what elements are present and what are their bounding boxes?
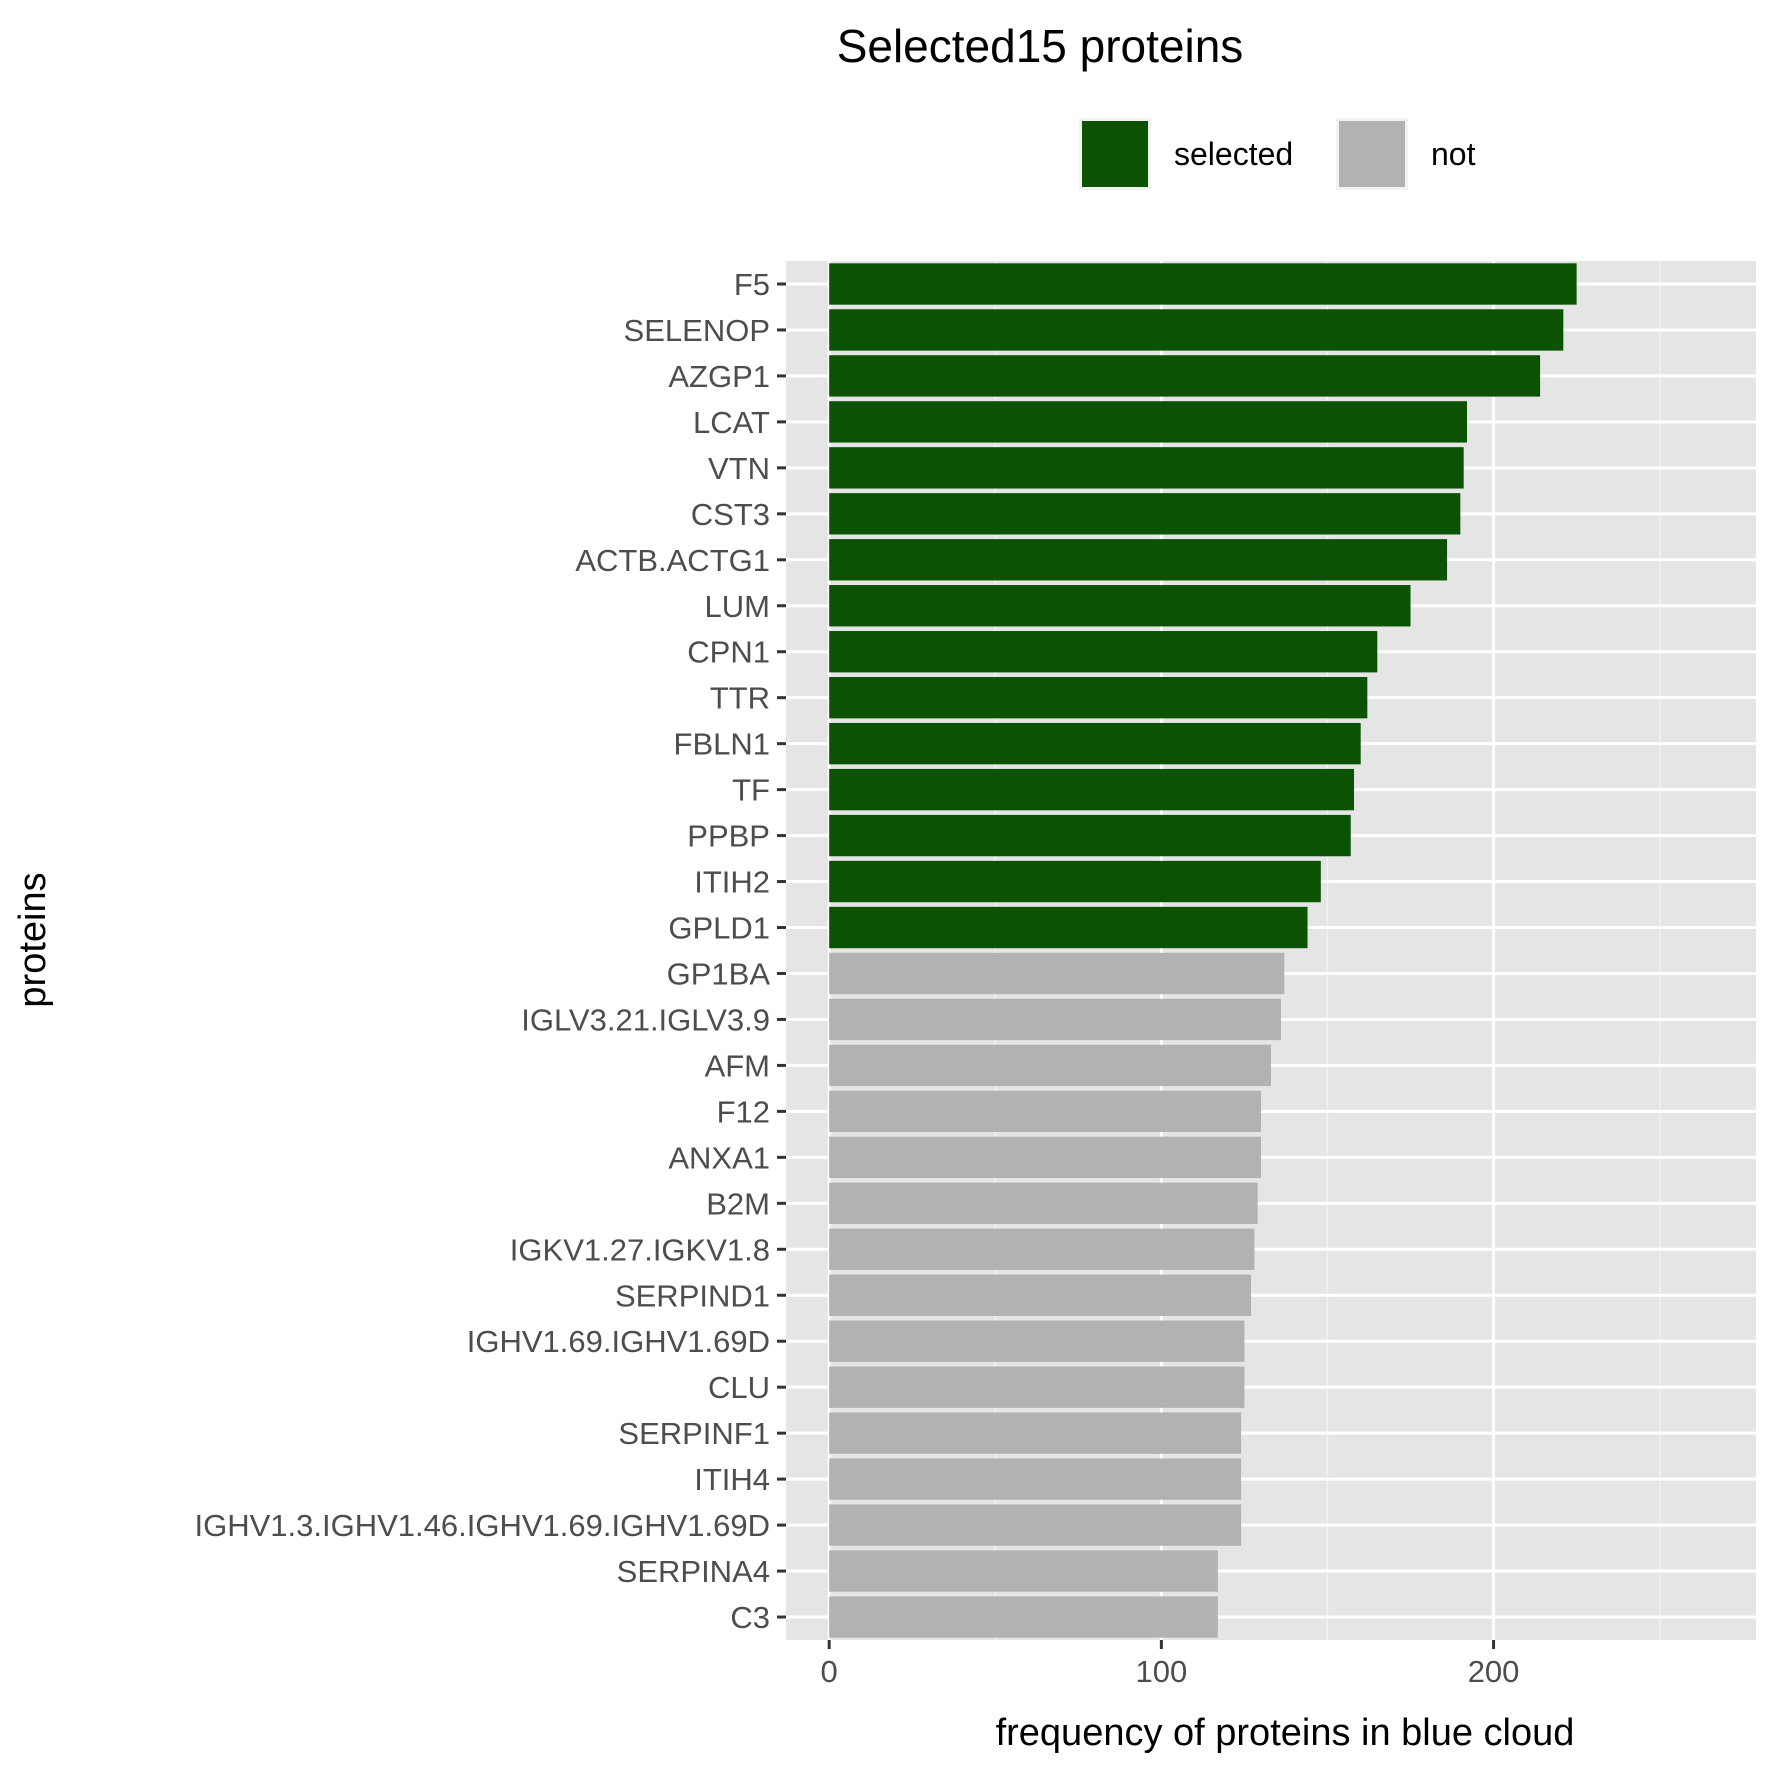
legend-label-selected: selected <box>1174 136 1293 172</box>
y-tick-label: VTN <box>708 451 770 486</box>
y-tick-label: CST3 <box>691 497 770 532</box>
y-tick-label: SELENOP <box>624 313 770 348</box>
chart-title: Selected15 proteins <box>837 20 1244 72</box>
bar-serpinf1 <box>829 1412 1242 1454</box>
bar-lcat <box>829 401 1467 443</box>
bar-iglv3-21-iglv3-9 <box>829 998 1281 1041</box>
bar-itih4 <box>829 1458 1242 1500</box>
bar-itih2 <box>829 860 1321 903</box>
legend-swatch-selected <box>1082 121 1148 187</box>
bar-gp1ba <box>829 952 1285 995</box>
legend: selected not <box>1079 118 1476 190</box>
y-tick-label: ACTB.ACTG1 <box>575 543 770 578</box>
x-axis: 0 100 200 <box>821 1640 1520 1689</box>
legend-label-not: not <box>1431 136 1476 172</box>
y-tick-label: IGHV1.69.IGHV1.69D <box>467 1324 770 1359</box>
x-tick-label: 100 <box>1136 1654 1188 1689</box>
y-tick-label: IGHV1.3.IGHV1.46.IGHV1.69.IGHV1.69D <box>195 1508 770 1543</box>
y-tick-label: ITIH2 <box>694 865 770 900</box>
bar-fbln1 <box>829 722 1361 765</box>
bar-ttr <box>829 676 1368 719</box>
bar-serpina4 <box>829 1550 1218 1592</box>
bar-b2m <box>829 1182 1258 1225</box>
y-tick-label: F12 <box>717 1094 770 1129</box>
y-tick-label: TTR <box>710 681 770 716</box>
y-axis: F5 SELENOP AZGP1 LCAT VTN CST3 ACTB.ACTG1 LUM CP… <box>195 267 786 1635</box>
bar-clu <box>829 1366 1245 1408</box>
y-tick-label: LCAT <box>693 405 770 440</box>
legend-swatch-not <box>1339 121 1405 187</box>
bar-anxa1 <box>829 1136 1262 1179</box>
y-tick-label: CPN1 <box>687 635 770 670</box>
x-axis-title: frequency of proteins in blue cloud <box>996 1712 1575 1754</box>
bar-actb-actg1 <box>829 539 1448 581</box>
bar-tf <box>829 768 1355 811</box>
bar-igkv1-27-igkv1-8 <box>829 1228 1255 1270</box>
y-tick-label: SERPINF1 <box>618 1416 770 1451</box>
y-tick-label: AZGP1 <box>668 359 770 394</box>
y-tick-label: PPBP <box>687 819 770 854</box>
y-tick-label: GP1BA <box>667 956 771 991</box>
y-tick-label: SERPIND1 <box>615 1278 770 1313</box>
y-tick-label: B2M <box>706 1186 770 1221</box>
bar-ighv1-69-ighv1-69d <box>829 1320 1245 1362</box>
bar-selenop <box>829 309 1564 351</box>
y-tick-label: SERPINA4 <box>617 1554 770 1589</box>
y-tick-label: ITIH4 <box>694 1462 770 1497</box>
y-tick-label: F5 <box>734 267 770 302</box>
bars <box>829 263 1577 1638</box>
y-tick-label: IGLV3.21.IGLV3.9 <box>521 1002 770 1037</box>
bar-azgp1 <box>829 355 1541 397</box>
bar-gpld1 <box>829 906 1308 949</box>
y-tick-label: CLU <box>708 1370 770 1405</box>
bar-f5 <box>829 263 1577 305</box>
bar-c3 <box>829 1596 1218 1638</box>
y-tick-label: GPLD1 <box>668 911 770 946</box>
bar-vtn <box>829 447 1464 489</box>
y-tick-label: ANXA1 <box>668 1140 770 1175</box>
y-tick-label: IGKV1.27.IGKV1.8 <box>510 1232 770 1267</box>
bar-cst3 <box>829 493 1461 535</box>
x-tick-label: 0 <box>821 1654 838 1689</box>
y-tick-label: AFM <box>705 1048 770 1083</box>
bar-ppbp <box>829 814 1351 857</box>
y-axis-title: proteins <box>12 872 54 1007</box>
bar-lum <box>829 585 1411 627</box>
bar-serpind1 <box>829 1274 1252 1316</box>
y-tick-label: TF <box>732 773 770 808</box>
bar-afm <box>829 1044 1271 1087</box>
y-tick-label: LUM <box>705 589 770 624</box>
y-tick-label: C3 <box>730 1600 770 1635</box>
x-tick-label: 200 <box>1468 1654 1520 1689</box>
y-tick-label: FBLN1 <box>674 727 770 762</box>
bar-f12 <box>829 1090 1262 1133</box>
bar-cpn1 <box>829 631 1378 673</box>
plot-panel <box>786 261 1756 1640</box>
bar-ighv1-3-ighv1-46-ighv1-69-ighv1-69d <box>829 1504 1242 1546</box>
